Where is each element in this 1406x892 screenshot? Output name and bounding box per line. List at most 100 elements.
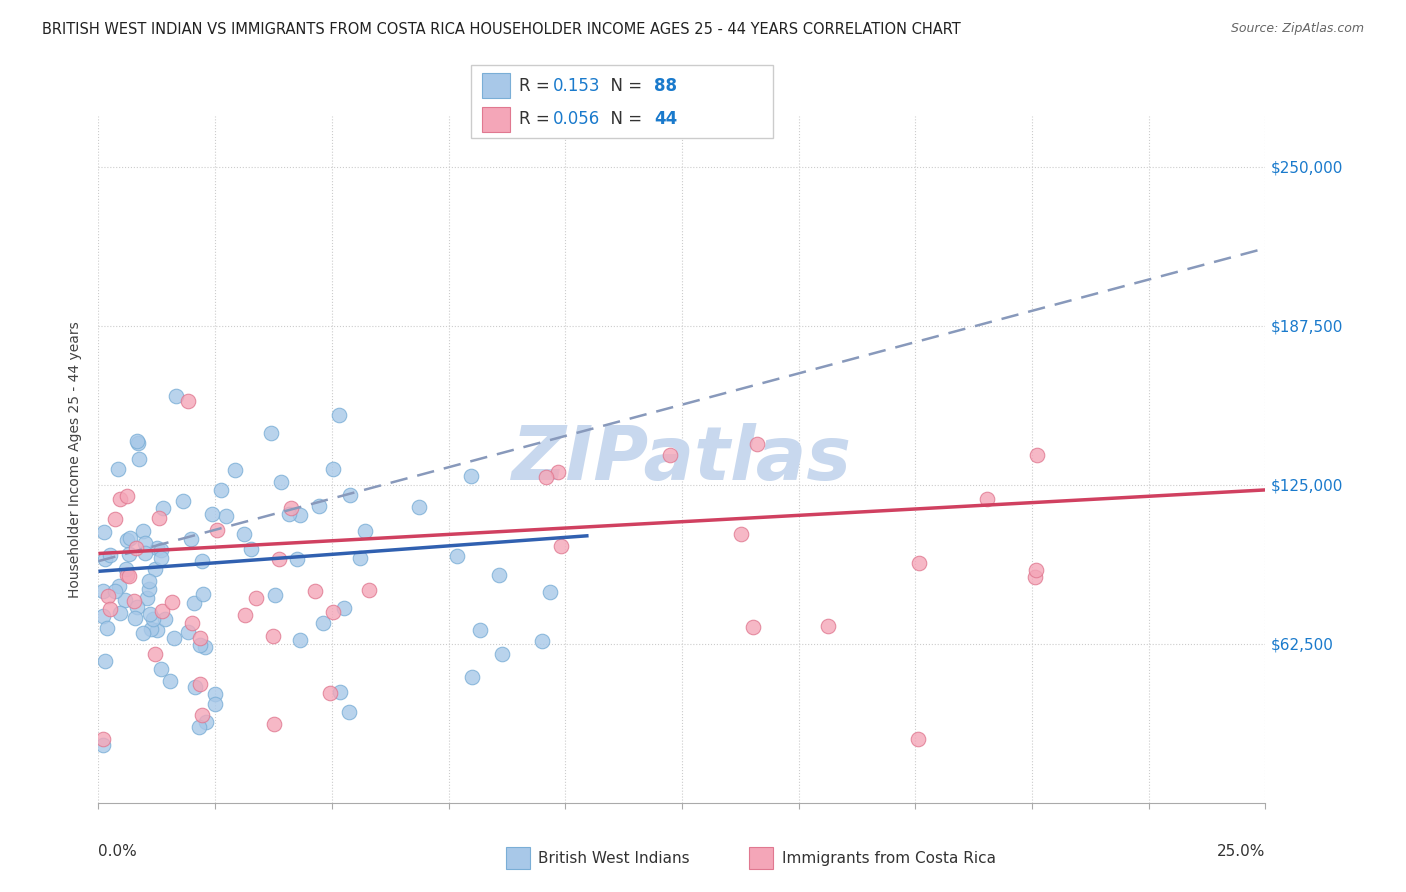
Point xyxy=(337,705,360,719)
Point xyxy=(128,451,150,466)
Point xyxy=(328,408,350,422)
Point xyxy=(152,501,174,516)
Point xyxy=(93,524,115,539)
Point xyxy=(339,488,361,502)
Point xyxy=(817,619,839,633)
Point xyxy=(290,508,312,522)
Point xyxy=(461,670,484,684)
Point xyxy=(408,500,430,514)
Point xyxy=(488,568,510,582)
Text: N =: N = xyxy=(600,111,648,128)
Point xyxy=(150,604,173,618)
Text: BRITISH WEST INDIAN VS IMMIGRANTS FROM COSTA RICA HOUSEHOLDER INCOME AGES 25 - 4: BRITISH WEST INDIAN VS IMMIGRANTS FROM C… xyxy=(42,22,960,37)
Point xyxy=(125,599,148,614)
Point xyxy=(280,500,302,515)
Point xyxy=(122,594,145,608)
Point xyxy=(163,631,186,645)
Point xyxy=(263,717,285,731)
Point xyxy=(104,511,127,525)
Point xyxy=(107,462,129,476)
Point xyxy=(143,562,166,576)
Point xyxy=(742,620,765,634)
Point xyxy=(114,593,136,607)
Point xyxy=(180,616,202,631)
Point xyxy=(177,624,200,639)
Point xyxy=(141,622,163,636)
Point xyxy=(329,684,352,698)
Point xyxy=(190,632,212,646)
Point xyxy=(214,509,236,524)
Point xyxy=(263,588,285,602)
Point xyxy=(104,584,127,599)
Y-axis label: Householder Income Ages 25 - 44 years: Householder Income Ages 25 - 44 years xyxy=(69,321,83,598)
Point xyxy=(91,608,114,623)
Point xyxy=(165,389,187,403)
Text: British West Indians: British West Indians xyxy=(538,851,690,865)
Point xyxy=(304,583,326,598)
Text: 0.153: 0.153 xyxy=(553,77,600,95)
Point xyxy=(172,494,194,508)
Text: N =: N = xyxy=(600,77,648,95)
Point xyxy=(118,547,141,561)
Text: Source: ZipAtlas.com: Source: ZipAtlas.com xyxy=(1230,22,1364,36)
Point xyxy=(270,475,292,490)
Text: ZIPatlas: ZIPatlas xyxy=(512,423,852,496)
Point xyxy=(188,638,211,652)
Point xyxy=(312,615,335,630)
Point xyxy=(204,697,226,711)
Point xyxy=(547,465,569,479)
Text: 0.056: 0.056 xyxy=(553,111,600,128)
Text: Immigrants from Costa Rica: Immigrants from Costa Rica xyxy=(782,851,995,865)
Point xyxy=(114,562,136,576)
Point xyxy=(976,491,998,506)
Point xyxy=(204,687,226,701)
Point xyxy=(96,621,118,635)
Point xyxy=(138,574,160,588)
Text: 44: 44 xyxy=(654,111,678,128)
Point xyxy=(288,633,311,648)
Point xyxy=(188,677,211,691)
Point xyxy=(98,602,121,616)
Point xyxy=(132,524,155,538)
Point xyxy=(134,546,156,560)
Point xyxy=(260,425,283,440)
Point xyxy=(446,549,468,563)
Point xyxy=(149,542,172,557)
Point xyxy=(658,449,681,463)
Point xyxy=(149,551,172,566)
Point xyxy=(162,594,184,608)
Point xyxy=(209,483,232,498)
Point xyxy=(125,541,148,555)
Text: 88: 88 xyxy=(654,77,676,95)
Point xyxy=(460,468,482,483)
Point xyxy=(91,583,114,598)
Point xyxy=(1024,570,1046,584)
Point xyxy=(110,606,132,620)
Point xyxy=(183,596,205,610)
Point xyxy=(468,624,491,638)
Point xyxy=(907,732,929,747)
Point xyxy=(94,552,117,566)
Point xyxy=(235,607,257,622)
Point xyxy=(1026,448,1049,462)
Point xyxy=(191,554,214,568)
Point xyxy=(135,591,157,606)
Point xyxy=(730,526,752,541)
Point xyxy=(187,720,209,734)
Point xyxy=(262,629,284,643)
Point xyxy=(115,567,138,582)
Point xyxy=(224,462,246,476)
Point xyxy=(240,542,263,557)
Point xyxy=(194,640,217,654)
Point xyxy=(308,500,330,514)
Point xyxy=(149,662,172,676)
Point xyxy=(93,654,115,668)
Point xyxy=(205,523,228,537)
Point xyxy=(322,606,344,620)
Point xyxy=(278,507,301,521)
Point xyxy=(1025,563,1047,577)
Text: 25.0%: 25.0% xyxy=(1218,844,1265,859)
Point xyxy=(117,489,139,503)
Point xyxy=(349,550,371,565)
Point xyxy=(332,601,354,615)
